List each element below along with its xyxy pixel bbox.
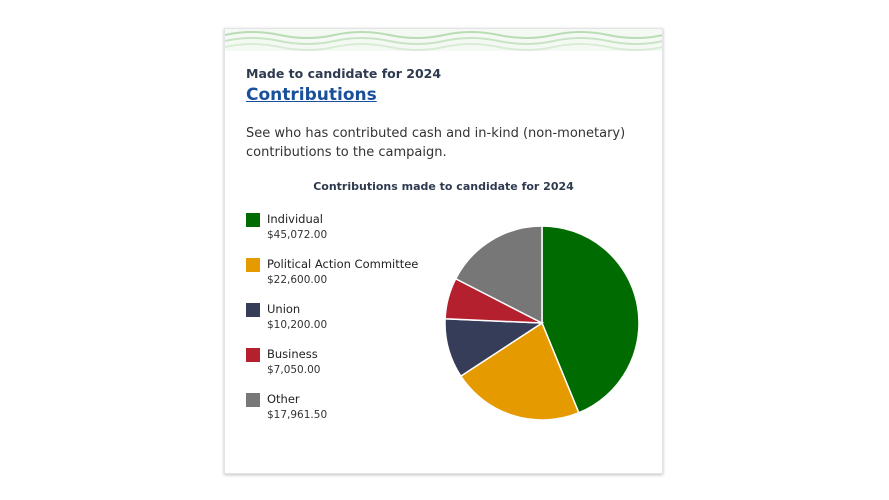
- legend-swatch: [246, 258, 260, 272]
- pie-slice-political-action-committee[interactable]: [459, 321, 580, 421]
- legend-swatch: [246, 303, 260, 317]
- legend-label: Other: [267, 392, 300, 406]
- legend-label: Political Action Committee: [267, 257, 419, 271]
- contributions-link[interactable]: Contributions: [246, 85, 377, 105]
- legend-value: $45,072.00: [267, 229, 328, 241]
- wave-decoration: [225, 29, 662, 51]
- contributions-card: Made to candidate for 2024 Contributions…: [224, 28, 663, 474]
- pie-slice-individual[interactable]: [541, 225, 640, 414]
- pie-chart: [444, 225, 640, 421]
- legend-label: Union: [267, 302, 301, 316]
- section-description: See who has contributed cash and in-kind…: [246, 126, 626, 160]
- chart-title: Contributions made to candidate for 2024: [313, 180, 574, 193]
- legend-label: Business: [267, 347, 318, 361]
- legend-swatch: [246, 348, 260, 362]
- pie-slice-other[interactable]: [454, 225, 543, 325]
- legend-value: $17,961.50: [267, 409, 328, 421]
- legend-swatch: [246, 393, 260, 407]
- legend-swatch: [246, 213, 260, 227]
- legend-value: $22,600.00: [267, 274, 328, 286]
- legend-label: Individual: [267, 212, 324, 226]
- legend-value: $10,200.00: [267, 319, 328, 331]
- section-eyebrow: Made to candidate for 2024: [246, 66, 442, 81]
- legend-value: $7,050.00: [267, 364, 321, 376]
